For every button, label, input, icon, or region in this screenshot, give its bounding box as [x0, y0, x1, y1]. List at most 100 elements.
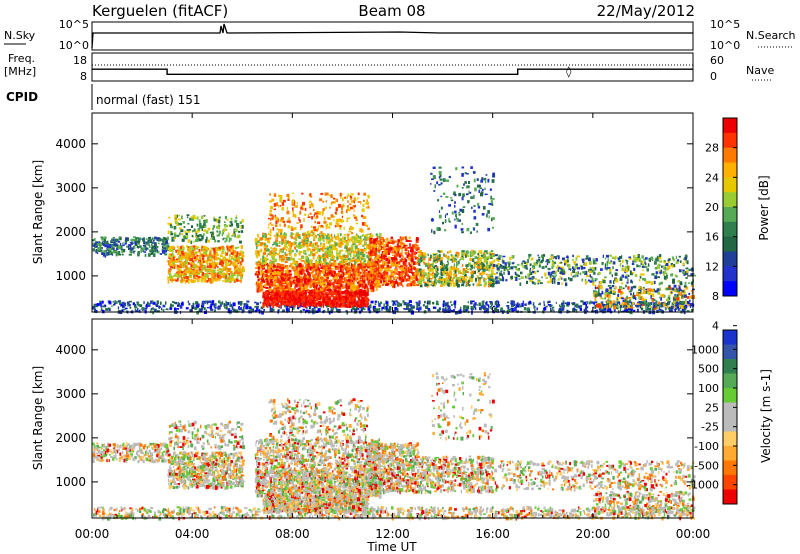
range-gate-cell [174, 221, 178, 225]
range-gate-cell [410, 308, 413, 313]
range-gate-cell [227, 309, 230, 313]
range-gate-cell [463, 306, 466, 310]
range-gate-cell [487, 304, 490, 308]
range-gate-cell [185, 233, 188, 236]
range-gate-cell [550, 307, 552, 311]
range-gate-cell [214, 264, 217, 268]
range-gate-cell [313, 269, 316, 272]
range-gate-cell [179, 232, 181, 236]
range-gate-cell [187, 254, 190, 257]
range-gate-cell [353, 279, 355, 283]
range-gate-cell [290, 227, 294, 231]
range-gate-cell [291, 297, 294, 299]
range-gate-cell [209, 249, 212, 253]
range-gate-cell [689, 303, 693, 307]
range-gate-cell [466, 307, 469, 312]
range-gate-cell [195, 245, 198, 248]
range-gate-cell [246, 300, 250, 303]
range-gate-cell [543, 300, 545, 304]
range-gate-cell [350, 200, 354, 203]
nave-tick-bottom: 0 [710, 70, 717, 83]
range-gate-cell [460, 306, 462, 309]
range-gate-cell [232, 274, 236, 277]
range-gate-cell [330, 214, 334, 218]
range-gate-cell [282, 199, 286, 203]
range-gate-cell [445, 302, 449, 307]
range-gate-cell [367, 288, 369, 292]
range-gate-cell [314, 251, 318, 254]
range-gate-cell [273, 281, 276, 285]
range-gate-cell [336, 290, 340, 295]
range-gate-cell [205, 268, 209, 272]
range-gate-cell [641, 307, 644, 311]
range-gate-cell [225, 275, 227, 279]
range-gate-cell [170, 253, 172, 257]
range-gate-cell [361, 257, 363, 261]
range-gate-cell [301, 256, 305, 259]
range-gate-cell [174, 214, 177, 218]
range-gate-cell [426, 304, 429, 307]
range-gate-cell [232, 308, 236, 313]
range-gate-cell [227, 249, 229, 254]
range-gate-cell [407, 308, 410, 313]
range-gate-cell [682, 308, 684, 312]
cpid-label: CPID [6, 90, 38, 104]
range-gate-cell [112, 249, 115, 254]
range-gate-cell [202, 223, 206, 227]
range-gate-cell [156, 237, 159, 241]
range-gate-cell [196, 306, 198, 310]
range-gate-cell [303, 250, 307, 252]
range-gate-cell [182, 221, 185, 224]
range-gate-cell [186, 257, 189, 261]
range-gate-cell [669, 309, 672, 313]
range-gate-cell [366, 199, 369, 203]
range-gate-cell [497, 301, 500, 305]
range-gate-cell [580, 305, 583, 308]
range-gate-cell [280, 258, 284, 261]
range-gate-cell [480, 305, 484, 308]
range-gate-cell [190, 263, 193, 268]
range-gate-cell [307, 272, 310, 276]
range-gate-cell [571, 303, 575, 306]
range-gate-cell [356, 295, 359, 298]
range-gate-cell [365, 251, 368, 254]
range-gate-cell [236, 259, 239, 263]
range-gate-cell [164, 241, 168, 245]
range-gate-cell [452, 309, 456, 312]
range-gate-cell [167, 245, 170, 250]
range-gate-cell [181, 251, 184, 255]
range-gate-cell [121, 309, 124, 312]
range-gate-cell [355, 218, 358, 221]
range-gate-cell [238, 252, 241, 256]
range-gate-cell [176, 267, 179, 270]
range-gate-cell [311, 225, 313, 229]
range-gate-cell [344, 196, 346, 199]
range-gate-cell [427, 309, 431, 312]
range-gate-cell [360, 308, 363, 312]
range-gate-cell [265, 234, 268, 237]
range-gate-cell [171, 253, 174, 257]
range-gate-cell [567, 301, 570, 305]
range-gate-cell [115, 243, 118, 246]
range-gate-cell [304, 303, 307, 305]
range-gate-cell [282, 299, 285, 302]
range-gate-cell [238, 230, 241, 233]
range-gate-cell [267, 304, 269, 308]
range-gate-cell [335, 308, 339, 313]
range-gate-cell [586, 306, 589, 309]
range-gate-cell [417, 303, 421, 307]
range-gate-cell [293, 260, 296, 264]
range-gate-cell [235, 264, 239, 267]
range-gate-cell [281, 277, 284, 280]
range-gate-cell [337, 284, 341, 287]
range-gate-cell [316, 244, 318, 246]
range-gate-cell [225, 269, 228, 272]
range-gate-cell [193, 240, 195, 243]
range-gate-cell [222, 230, 224, 235]
range-gate-cell [309, 193, 312, 196]
range-gate-cell [225, 267, 228, 270]
range-gate-cell [304, 213, 307, 216]
range-gate-cell [510, 300, 514, 303]
range-gate-cell [296, 262, 298, 265]
range-gate-cell [190, 256, 193, 259]
